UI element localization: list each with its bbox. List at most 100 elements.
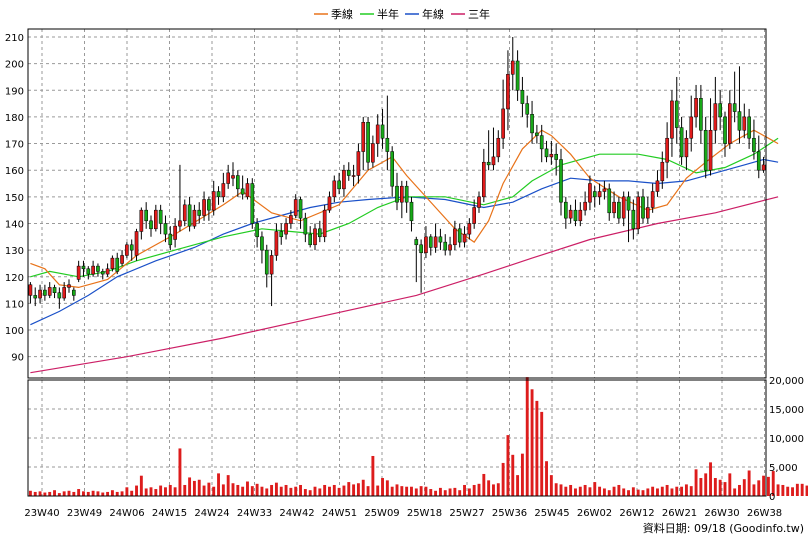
volume-bar: [443, 490, 447, 496]
legend-label: 三年: [468, 7, 490, 21]
volume-bar: [742, 479, 746, 496]
volume-bar: [781, 484, 785, 496]
chart-axes: 90 100 110 120 130 140 150 160 170 180 190 200 210 0 5…: [5, 28, 804, 519]
candle-down: [457, 228, 462, 243]
volume-bar: [554, 483, 558, 496]
volume-bar: [776, 484, 780, 496]
volume-bar: [255, 483, 259, 496]
volume-bar: [188, 477, 192, 496]
price-tick-label: 120: [5, 273, 24, 284]
candle-up: [139, 209, 144, 232]
volume-bar: [231, 483, 235, 496]
candle-up: [433, 236, 438, 248]
candle-up: [110, 257, 115, 270]
volume-bar: [241, 486, 245, 496]
volume-bar: [448, 488, 452, 496]
volume-bar: [376, 485, 380, 496]
volume-bar: [501, 462, 505, 496]
candle-up: [289, 215, 293, 224]
candle-up: [202, 199, 206, 216]
candle-down: [409, 201, 414, 222]
candle-up: [728, 103, 732, 144]
volume-bar: [622, 488, 626, 496]
candle-up: [327, 196, 332, 211]
candlesticks: [28, 36, 766, 309]
x-tick-label: 24W24: [194, 508, 229, 519]
volume-bar: [217, 473, 220, 496]
volume-bar: [96, 491, 100, 496]
candle-down: [366, 121, 370, 163]
candle-down: [564, 201, 568, 219]
volume-bar: [525, 377, 529, 496]
volume-bar: [482, 473, 486, 496]
candle-down: [236, 175, 240, 190]
candle-up: [62, 287, 66, 299]
candle-down: [390, 151, 394, 187]
volume-tick-label: 20,000: [769, 376, 804, 387]
candle-down: [298, 199, 303, 219]
candle-down: [404, 185, 409, 203]
candle-down: [544, 148, 549, 158]
volume-bar: [800, 483, 804, 496]
volume-bar: [583, 484, 587, 496]
volume-bar: [530, 389, 534, 496]
volume-bar: [405, 486, 409, 496]
candle-down: [216, 191, 221, 198]
volume-bar: [535, 400, 539, 496]
volume-bar: [130, 490, 134, 496]
candle-down: [617, 201, 621, 219]
candle-down: [207, 199, 211, 211]
volume-bar: [250, 486, 254, 496]
volume-tick-label: 15,000: [769, 405, 804, 416]
volume-bar: [723, 482, 727, 496]
volume-bar: [86, 491, 90, 496]
volume-bar: [139, 475, 143, 496]
x-tick-label: 26W38: [747, 508, 782, 519]
candle-down: [573, 209, 578, 222]
candle-down: [144, 209, 148, 222]
candle-up: [549, 153, 554, 158]
price-tick-label: 100: [5, 326, 24, 337]
candle-up: [231, 175, 235, 179]
volume-bar: [202, 485, 206, 496]
candle-down: [723, 116, 727, 144]
candle-up: [713, 103, 718, 131]
candle-down: [129, 244, 134, 251]
price-tick-label: 170: [5, 140, 24, 151]
volume-bar: [91, 490, 95, 496]
volume-bar: [477, 483, 481, 496]
volume-bar: [356, 483, 360, 496]
volume-bar: [660, 486, 664, 496]
candle-down: [308, 233, 312, 246]
volume-bar: [323, 484, 327, 496]
volume-bar: [766, 476, 770, 496]
volume-bar: [289, 487, 293, 496]
volume-bar: [434, 490, 438, 496]
volume-bar: [689, 486, 693, 496]
candle-up: [47, 287, 52, 296]
candle-up: [293, 199, 298, 216]
candle-down: [52, 287, 57, 293]
volume-bar: [453, 487, 457, 496]
x-tick-label: 26W02: [577, 508, 612, 519]
candle-up: [38, 289, 42, 299]
legend-label: 年線: [422, 7, 444, 21]
volume-bar: [77, 489, 81, 496]
volume-bar: [48, 491, 52, 496]
candle-up: [689, 116, 694, 139]
volume-bar: [410, 486, 413, 496]
volume-bar: [395, 484, 399, 496]
volume-bar: [520, 453, 524, 496]
candle-up: [274, 231, 279, 256]
candle-down: [756, 151, 761, 171]
candle-up: [134, 231, 139, 256]
candle-down: [607, 188, 612, 214]
volume-bar: [680, 486, 684, 496]
volume-bar: [313, 486, 317, 496]
candle-up: [761, 164, 766, 171]
candle-up: [655, 180, 660, 192]
volume-bar: [212, 486, 216, 496]
volume-bar: [651, 486, 655, 496]
volume-bar: [318, 488, 322, 496]
volume-bar: [332, 484, 336, 496]
